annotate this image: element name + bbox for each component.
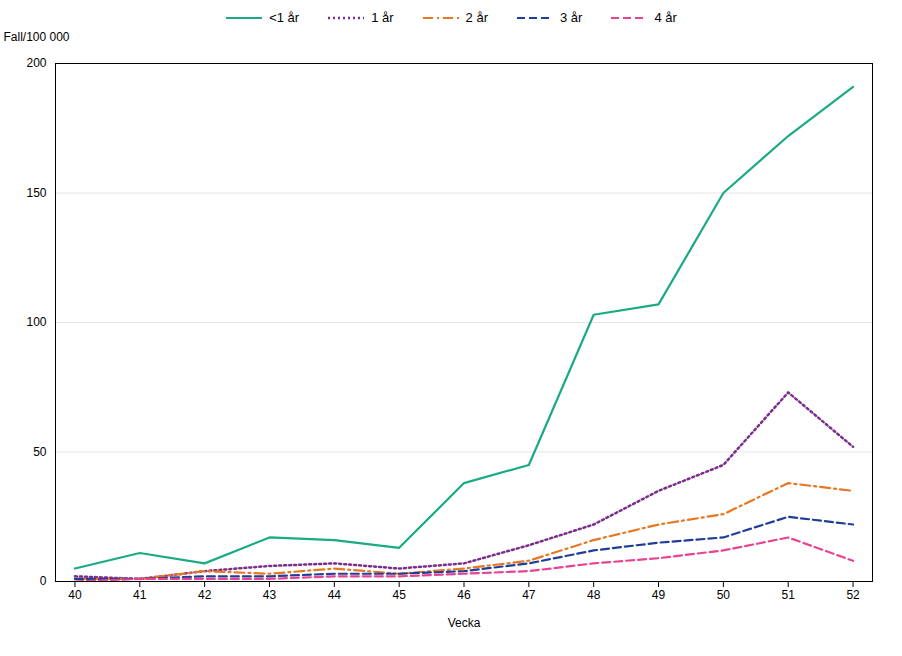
svg-text:100: 100: [26, 315, 46, 329]
svg-text:50: 50: [717, 588, 731, 602]
svg-text:52: 52: [846, 588, 860, 602]
svg-text:49: 49: [652, 588, 666, 602]
html-text:3 år: 3 år: [560, 10, 583, 25]
svg-text:51: 51: [782, 588, 796, 602]
svg-text:45: 45: [392, 588, 406, 602]
svg-text:44: 44: [328, 588, 342, 602]
svg-text:50: 50: [33, 445, 47, 459]
svg-text:41: 41: [133, 588, 147, 602]
svg-text:Fall/100 000: Fall/100 000: [4, 30, 70, 44]
svg-text:150: 150: [26, 186, 46, 200]
html-text:2 år: 2 år: [465, 10, 488, 25]
svg-text:47: 47: [522, 588, 536, 602]
svg-text:40: 40: [68, 588, 82, 602]
svg-text:Vecka: Vecka: [448, 616, 481, 630]
svg-text:200: 200: [26, 56, 46, 70]
html-text:4 år: 4 år: [654, 10, 677, 25]
svg-text:0: 0: [40, 574, 47, 588]
svg-text:48: 48: [587, 588, 601, 602]
svg-text:42: 42: [198, 588, 212, 602]
svg-text:46: 46: [457, 588, 471, 602]
svg-text:43: 43: [263, 588, 277, 602]
html-text:<1 år: <1 år: [269, 10, 300, 25]
html-text:1 år: 1 år: [371, 10, 394, 25]
